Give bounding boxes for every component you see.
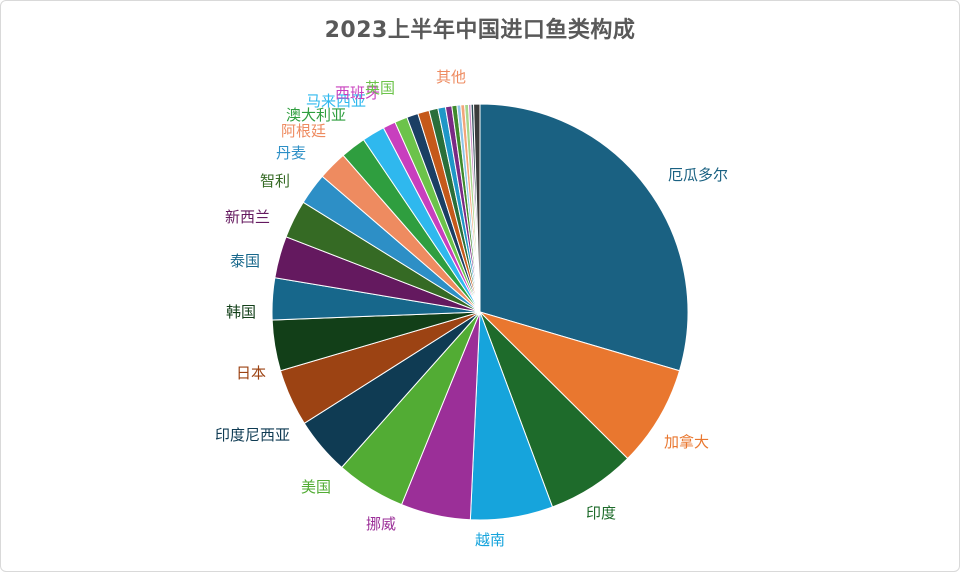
slice-label: 马来西亚: [306, 92, 366, 110]
slice-label: 新西兰: [225, 208, 270, 226]
pie-slice: [479, 311, 681, 460]
slice-label: 加拿大: [664, 433, 709, 451]
slice-label: 英国: [365, 79, 395, 97]
pie-slice: [473, 103, 481, 313]
slice-label: 智利: [260, 172, 290, 190]
slice-label: 越南: [475, 531, 505, 549]
slice-label: 韩国: [226, 303, 256, 321]
slice-label: 挪威: [366, 515, 396, 533]
slice-label: 日本: [236, 364, 266, 382]
slice-label: 西班牙: [335, 84, 380, 102]
slice-label: 其他: [436, 68, 466, 86]
slice-label: 美国: [301, 478, 331, 496]
pie-slice: [479, 103, 689, 372]
slice-label: 印度尼西亚: [215, 426, 290, 444]
slice-label: 泰国: [230, 252, 260, 270]
slice-label: 厄瓜多尔: [668, 166, 728, 184]
slice-label: 印度: [586, 504, 616, 522]
chart-title: 2023上半年中国进口鱼类构成: [324, 18, 636, 43]
slice-label: 澳大利亚: [286, 106, 346, 124]
slice-label: 阿根廷: [281, 122, 326, 140]
slice-label: 丹麦: [276, 144, 306, 162]
